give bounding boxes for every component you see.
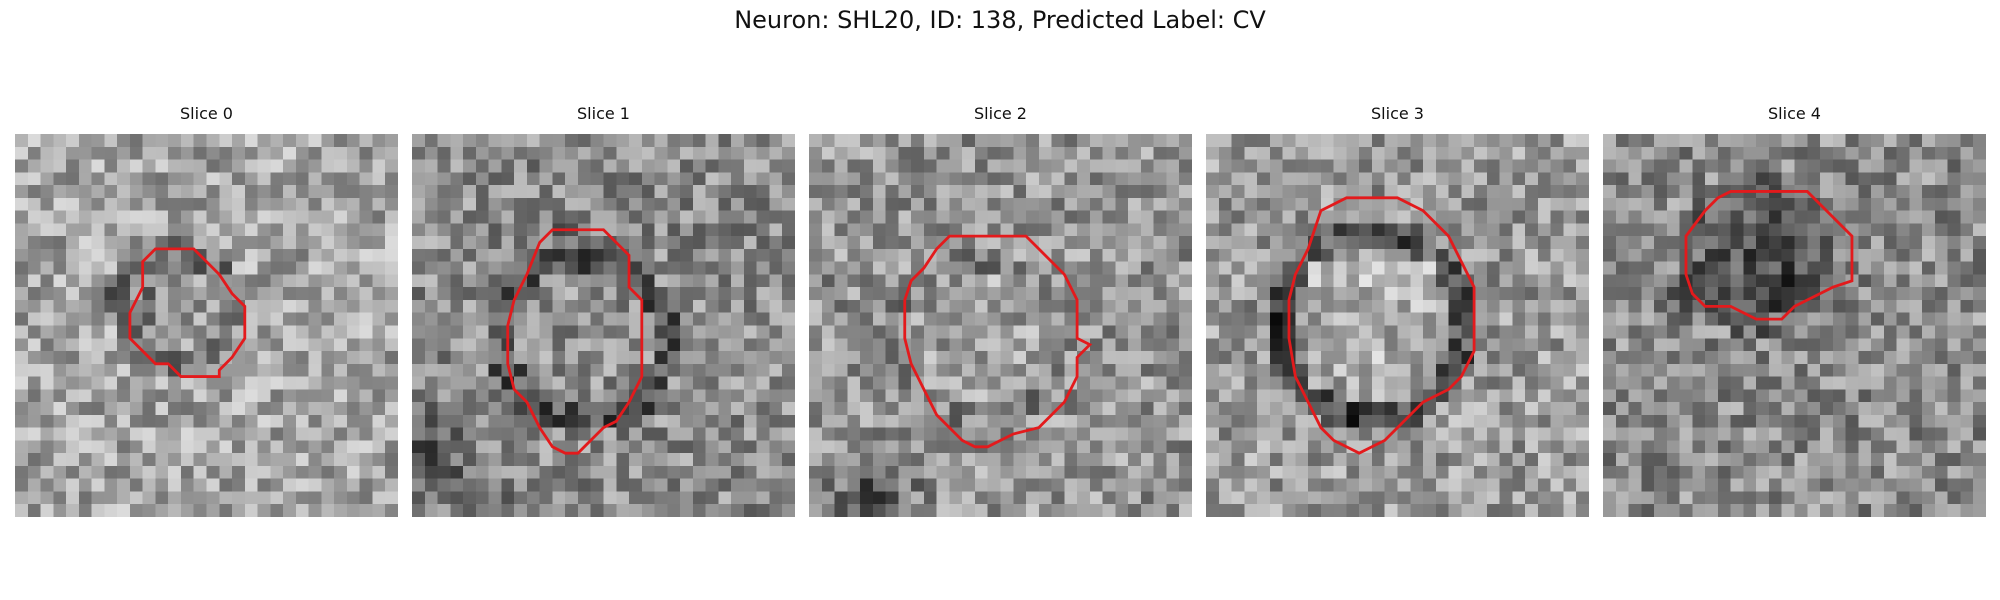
cell-outline-3 <box>1287 196 1476 455</box>
cell-outline-2 <box>903 234 1093 449</box>
slice-image-4 <box>1603 134 1986 517</box>
cell-outline-4 <box>1684 190 1854 321</box>
slice-title-1: Slice 1 <box>577 104 630 123</box>
slice-panel-3: Slice 3 <box>1206 104 1589 524</box>
slice-image-2 <box>809 134 1192 517</box>
slice-title-0: Slice 0 <box>180 104 233 123</box>
slice-image-0 <box>15 134 398 517</box>
slice-panel-4: Slice 4 <box>1603 104 1986 524</box>
slice-title-2: Slice 2 <box>974 104 1027 123</box>
slice-panel-0: Slice 0 <box>15 104 398 524</box>
slice-title-4: Slice 4 <box>1768 104 1821 123</box>
cell-outline-1 <box>506 228 644 455</box>
slice-image-3 <box>1206 134 1589 517</box>
figure-title: Neuron: SHL20, ID: 138, Predicted Label:… <box>734 6 1266 34</box>
slice-title-3: Slice 3 <box>1371 104 1424 123</box>
slice-panel-1: Slice 1 <box>412 104 795 524</box>
slice-panel-2: Slice 2 <box>809 104 1192 524</box>
cell-outline-0 <box>128 247 247 378</box>
slice-image-1 <box>412 134 795 517</box>
